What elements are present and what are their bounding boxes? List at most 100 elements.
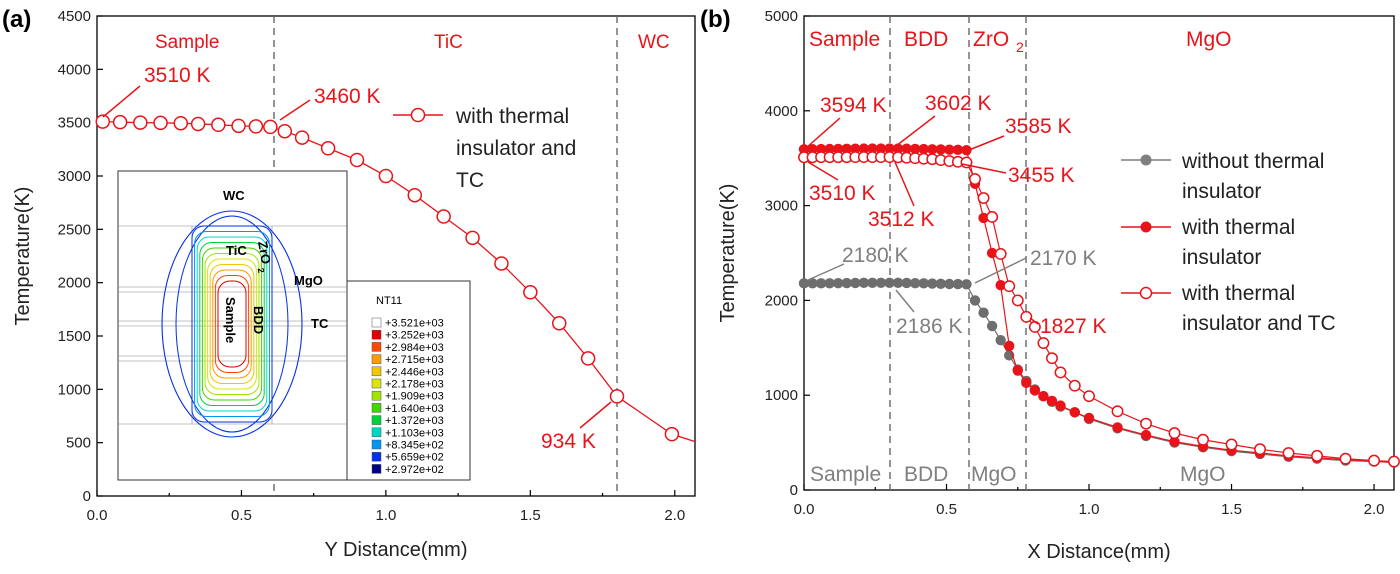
panel-b-data-point xyxy=(1339,452,1352,465)
panel-b-data-point xyxy=(1004,340,1015,352)
panel-b-data-point xyxy=(1012,365,1023,376)
inset-legend-value: +2.984e+03 xyxy=(385,342,444,354)
panel-b-data-point xyxy=(824,143,835,155)
panel-a-ytick-label: 500 xyxy=(66,435,91,452)
panel-a-ytick-label: 0 xyxy=(83,488,91,505)
inset-label-sample: Sample xyxy=(223,297,238,343)
panel-b-data-point xyxy=(927,278,938,289)
panel-b-xtick-label: 0.5 xyxy=(936,501,957,518)
panel-a-data-point xyxy=(263,119,278,135)
panel-b-series-line xyxy=(804,282,1395,464)
panel-b-region-bottom-bdd: BDD xyxy=(904,463,948,486)
inset-contour xyxy=(207,258,257,390)
panel-a-data-point xyxy=(133,115,148,130)
inset-contour-frame xyxy=(117,170,348,481)
panel-b-data-point xyxy=(1038,390,1049,402)
inset-contour xyxy=(212,269,252,379)
inset-legend-value: +1.640e+03 xyxy=(385,403,444,415)
inset-legend-swatch xyxy=(371,427,382,438)
panel-b-data-point xyxy=(1021,377,1032,389)
panel-b-arrow-3455 xyxy=(961,163,1007,174)
inset-legend-swatch xyxy=(371,378,382,389)
inset-contour xyxy=(194,231,270,417)
panel-b-data-point xyxy=(807,143,818,155)
svg-text:ZrO: ZrO xyxy=(255,240,274,265)
panel-b-ytick-label: 5000 xyxy=(765,8,798,25)
panel-a-label: (a) xyxy=(2,6,31,33)
panel-b-data-point xyxy=(867,143,878,154)
panel-b-xtick-label: 2.0 xyxy=(1364,501,1385,518)
panel-b-data-point xyxy=(952,278,964,290)
panel-b-data-point xyxy=(1169,436,1180,447)
inset-legend-value: +2.972e+02 xyxy=(385,464,444,476)
inset-legend-swatch xyxy=(371,390,382,401)
panel-a-region-tic: TiC xyxy=(434,32,463,53)
panel-b-data-point xyxy=(850,277,861,289)
inset-legend-swatch xyxy=(371,329,382,340)
panel-a-data-point xyxy=(294,130,310,145)
panel-b-data-point xyxy=(867,277,878,288)
panel-b-data-point xyxy=(952,144,964,156)
panel-b-data-point xyxy=(1140,429,1152,441)
panel-a-xtick-label: 0.5 xyxy=(231,507,252,524)
panel-b-data-point xyxy=(918,143,929,155)
panel-a-ytick-label: 4500 xyxy=(58,8,91,25)
inset-contour xyxy=(199,242,265,406)
panel-a-series xyxy=(95,114,696,443)
panel-a-legend-line3: TC xyxy=(456,169,484,192)
panel-b-data-point xyxy=(833,143,844,155)
panel-b-data-point xyxy=(1069,407,1080,418)
panel-a-data-point xyxy=(248,119,264,134)
panel-b: (b) 0 1000 2000 3000 4000 5000 0.0 0.5 1.0 1.5 2.… xyxy=(700,6,1400,563)
panel-a-inset: WC TiC ZrO 2 MgO Sample BDD TC NT11 +3.5… xyxy=(117,170,471,481)
panel-a-data-point xyxy=(378,168,394,184)
inset-legend-swatch xyxy=(371,342,382,352)
panel-a-x-ticks: 0.0 0.5 1.0 1.5 2.0 xyxy=(87,490,685,524)
inset-contour xyxy=(191,225,273,423)
legend-text-with-tc-1: with thermal xyxy=(1181,282,1295,305)
panel-b-data-point xyxy=(935,278,947,290)
panel-b-arrow-3594 xyxy=(805,117,841,149)
inset-contours xyxy=(161,210,303,438)
svg-text:ZrO: ZrO xyxy=(973,28,1009,51)
inset-contour-outer xyxy=(161,210,303,438)
panel-a-data-point xyxy=(664,426,680,442)
panel-a-legend: with thermal insulator and TC xyxy=(393,105,576,192)
panel-a-ytick-label: 3500 xyxy=(58,115,91,132)
legend-text-with-tc-2: insulator and TC xyxy=(1182,312,1336,335)
panel-b-annotation-3585: 3585 K xyxy=(1005,115,1072,138)
panel-b-data-point xyxy=(969,295,981,306)
panel-b-data-point xyxy=(1254,443,1266,456)
panel-b-ytick-label: 0 xyxy=(790,482,798,499)
panel-b-series-line xyxy=(804,156,1395,463)
panel-b-data-point xyxy=(892,277,904,289)
panel-b-y-ticks: 0 1000 2000 3000 4000 5000 xyxy=(765,8,810,499)
panel-b-ytick-label: 3000 xyxy=(765,198,798,215)
panel-b-data-point xyxy=(1068,379,1081,392)
panel-b-data-point xyxy=(875,277,887,288)
panel-a-annotation-3510: 3510 K xyxy=(144,64,211,87)
inset-label-zro2: ZrO 2 xyxy=(255,240,274,274)
panel-b-data-point xyxy=(986,211,999,223)
inset-contour xyxy=(204,253,260,395)
panel-b-data-point xyxy=(884,143,895,154)
panel-b-data-point xyxy=(1054,366,1067,379)
panel-b-data-point xyxy=(1028,320,1041,333)
panel-b-data-point xyxy=(1020,310,1033,323)
legend-marker-with xyxy=(1140,221,1152,233)
inset-legend-title: NT11 xyxy=(376,295,402,307)
panel-b-data-point xyxy=(833,277,844,289)
panel-a-data-point xyxy=(153,115,168,131)
legend-text-with-1: with thermal xyxy=(1181,216,1295,239)
inset-legend-value: +1.103e+03 xyxy=(385,427,444,439)
panel-b-data-point xyxy=(1029,385,1041,396)
panel-b-data-point xyxy=(858,277,870,289)
inset-legend-swatch xyxy=(371,451,382,462)
inset-legend-value: +1.372e+03 xyxy=(385,415,444,427)
inset-legend-swatch xyxy=(371,439,382,450)
panel-b-data-point xyxy=(850,143,861,154)
panel-a-region-wc: WC xyxy=(638,32,670,53)
panel-b-annotation-3594: 3594 K xyxy=(820,94,887,117)
panel-b-data-point xyxy=(858,143,870,154)
inset-contour xyxy=(201,247,263,401)
